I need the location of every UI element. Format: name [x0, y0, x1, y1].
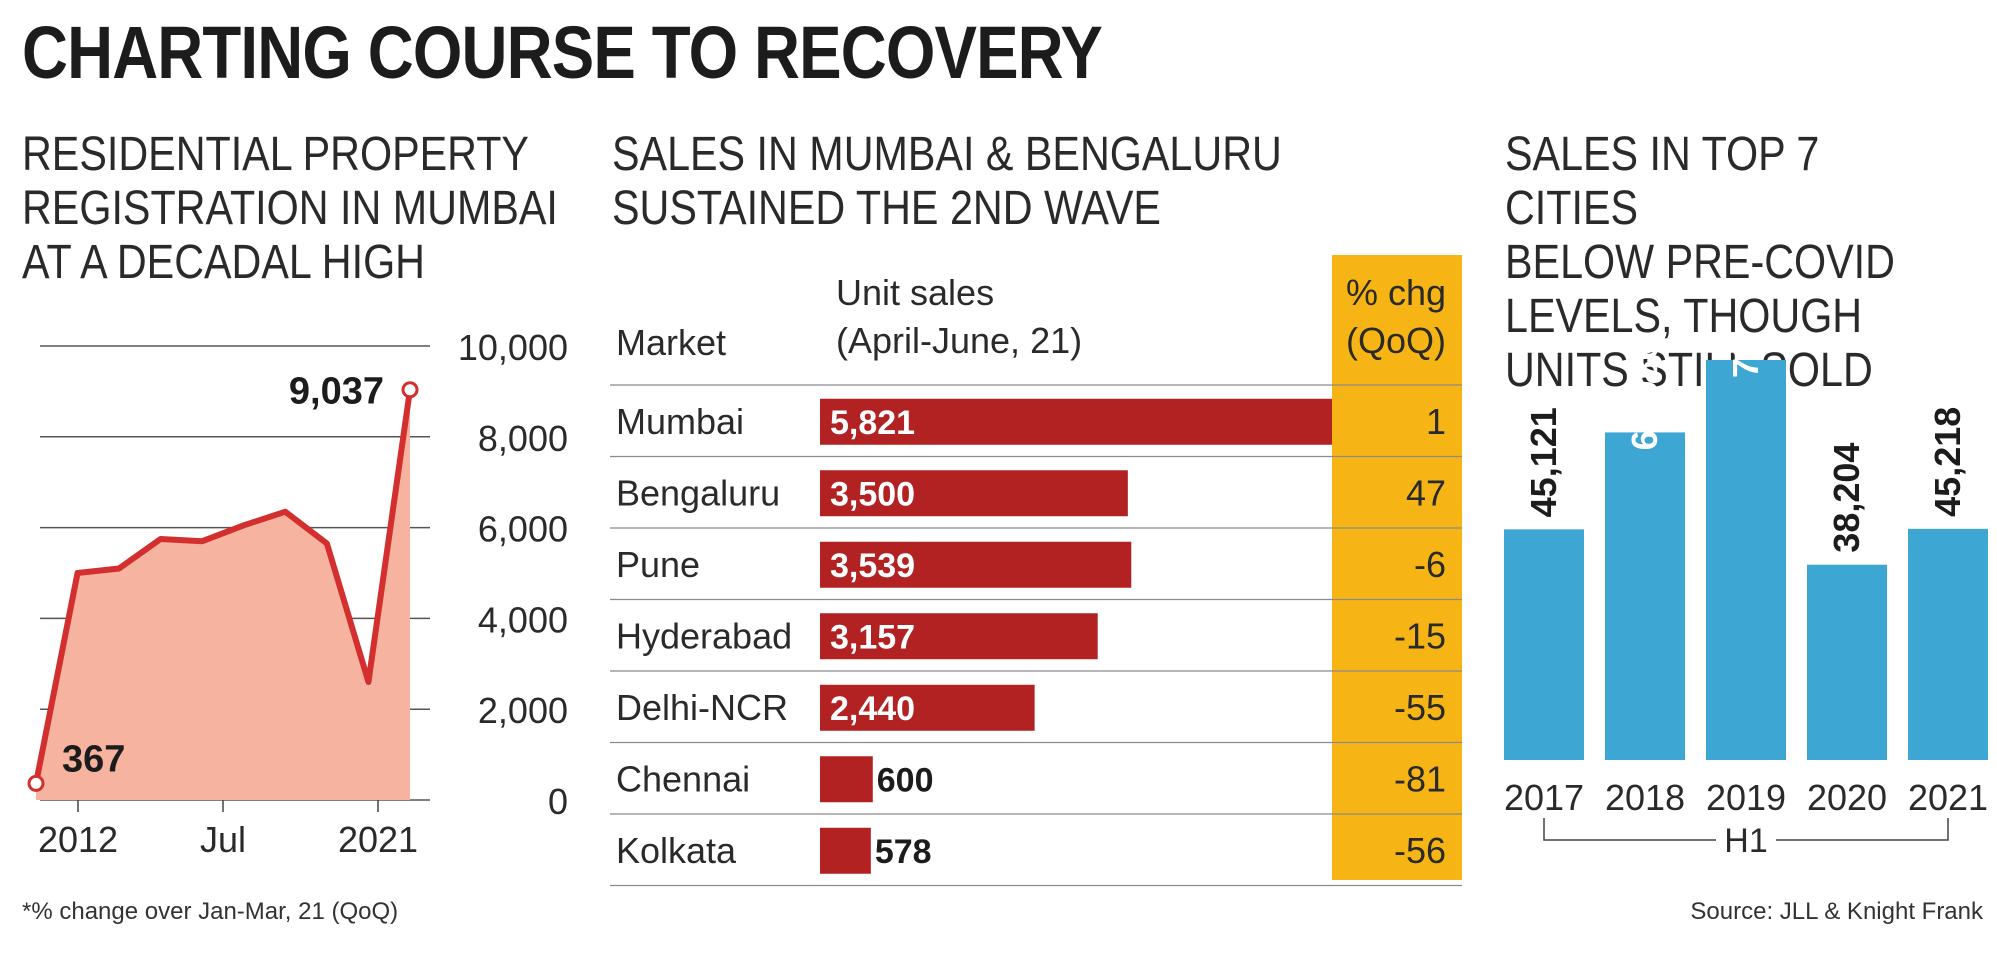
x-tick-label: 2012 — [38, 819, 118, 860]
x-tick-label: 2020 — [1807, 777, 1887, 818]
category-label: Kolkata — [616, 830, 737, 871]
y-tick-label: 2,000 — [478, 690, 568, 731]
bar-value-label: 600 — [877, 761, 934, 799]
category-label: Pune — [616, 544, 700, 585]
bar-value-label: 2,440 — [830, 690, 915, 728]
category-label: Delhi-NCR — [616, 687, 788, 728]
pct-change-value: -55 — [1394, 687, 1446, 728]
x-tick-label: 2019 — [1706, 777, 1786, 818]
y-tick-label: 4,000 — [478, 599, 568, 640]
bar — [820, 541, 1132, 588]
data-label: 9,037 — [289, 371, 384, 413]
y-tick-label: 10,000 — [458, 327, 568, 368]
column-value-label: 38,204 — [1826, 443, 1867, 553]
column — [1504, 529, 1584, 760]
pct-change-value: -81 — [1394, 758, 1446, 799]
pct-change-value: 1 — [1426, 401, 1446, 442]
bar — [820, 470, 1128, 517]
pct-change-value: -6 — [1414, 544, 1446, 585]
bar — [820, 827, 871, 874]
bar-value-label: 3,539 — [830, 547, 915, 585]
header-pct-change: (QoQ) — [1346, 320, 1446, 361]
column-value-label: 45,218 — [1927, 407, 1968, 517]
category-label: Bengaluru — [616, 472, 780, 513]
column — [1908, 528, 1988, 760]
x-tick-label: 2021 — [338, 819, 418, 860]
period-label-bg — [1716, 820, 1776, 860]
chart1-title: RESIDENTIAL PROPERTY REGISTRATION IN MUM… — [22, 128, 558, 289]
series-line — [33, 389, 413, 784]
bar — [820, 684, 1035, 731]
chart3-title: SALES IN TOP 7 CITIES BELOW PRE-COVID LE… — [1505, 128, 1895, 397]
unit-sales-bar-chart: Market Unit sales (April-June, 21) % chg (Qo… — [610, 255, 1462, 887]
x-tick-label: 2018 — [1605, 777, 1685, 818]
bar — [820, 613, 1098, 660]
bar-value-label: 5,821 — [830, 404, 915, 442]
area-fill — [36, 389, 410, 800]
end-point — [401, 381, 419, 399]
source-note: Source: JLL & Knight Frank — [1690, 898, 1983, 925]
bar — [820, 398, 1332, 445]
start-point — [27, 774, 45, 792]
category-label: Mumbai — [616, 401, 744, 442]
column-value-label: 78,247 — [1725, 340, 1766, 378]
category-label: Chennai — [616, 758, 750, 799]
main-title: CHARTING COURSE TO RECOVERY — [22, 11, 1103, 94]
pct-change-column — [1332, 255, 1462, 880]
data-label: 367 — [62, 738, 125, 780]
header-units: (April-June, 21) — [836, 320, 1082, 361]
y-tick-label: 6,000 — [478, 509, 568, 550]
category-label: Hyderabad — [616, 615, 792, 656]
chart2-title: SALES IN MUMBAI & BENGALURU SUSTAINED TH… — [612, 128, 1282, 235]
pct-change-value: -15 — [1394, 615, 1446, 656]
x-tick-label: Jul — [200, 819, 246, 860]
pct-change-value: 47 — [1406, 472, 1446, 513]
period-label: H1 — [1724, 822, 1767, 860]
x-tick-label: 2021 — [1908, 777, 1988, 818]
y-tick-label: 8,000 — [478, 418, 568, 459]
column — [1807, 564, 1887, 760]
header-pct-change: % chg — [1346, 272, 1446, 313]
bar-value-label: 3,157 — [830, 618, 915, 656]
footnote: *% change over Jan-Mar, 21 (QoQ) — [22, 898, 399, 925]
bar-value-label: 3,500 — [830, 475, 915, 513]
bar-value-label: 578 — [875, 833, 932, 871]
column — [1605, 432, 1685, 760]
header-market: Market — [616, 322, 726, 363]
y-tick-label: 0 — [548, 781, 568, 822]
column — [1706, 360, 1786, 760]
x-tick-label: 2017 — [1504, 777, 1584, 818]
top7-sales-column-chart: 45,121 2017 64,080 2018 78,247 2019 38,204 2020… — [1504, 340, 1988, 860]
column-value-label: 45,121 — [1523, 407, 1564, 517]
registration-area-chart: 0 2,000 4,000 6,000 8,000 10,000 367 9,037 2012 J… — [27, 327, 568, 860]
header-units: Unit sales — [836, 272, 994, 313]
pct-change-value: -56 — [1394, 830, 1446, 871]
column-value-label: 64,080 — [1624, 340, 1665, 450]
bar — [820, 756, 873, 803]
